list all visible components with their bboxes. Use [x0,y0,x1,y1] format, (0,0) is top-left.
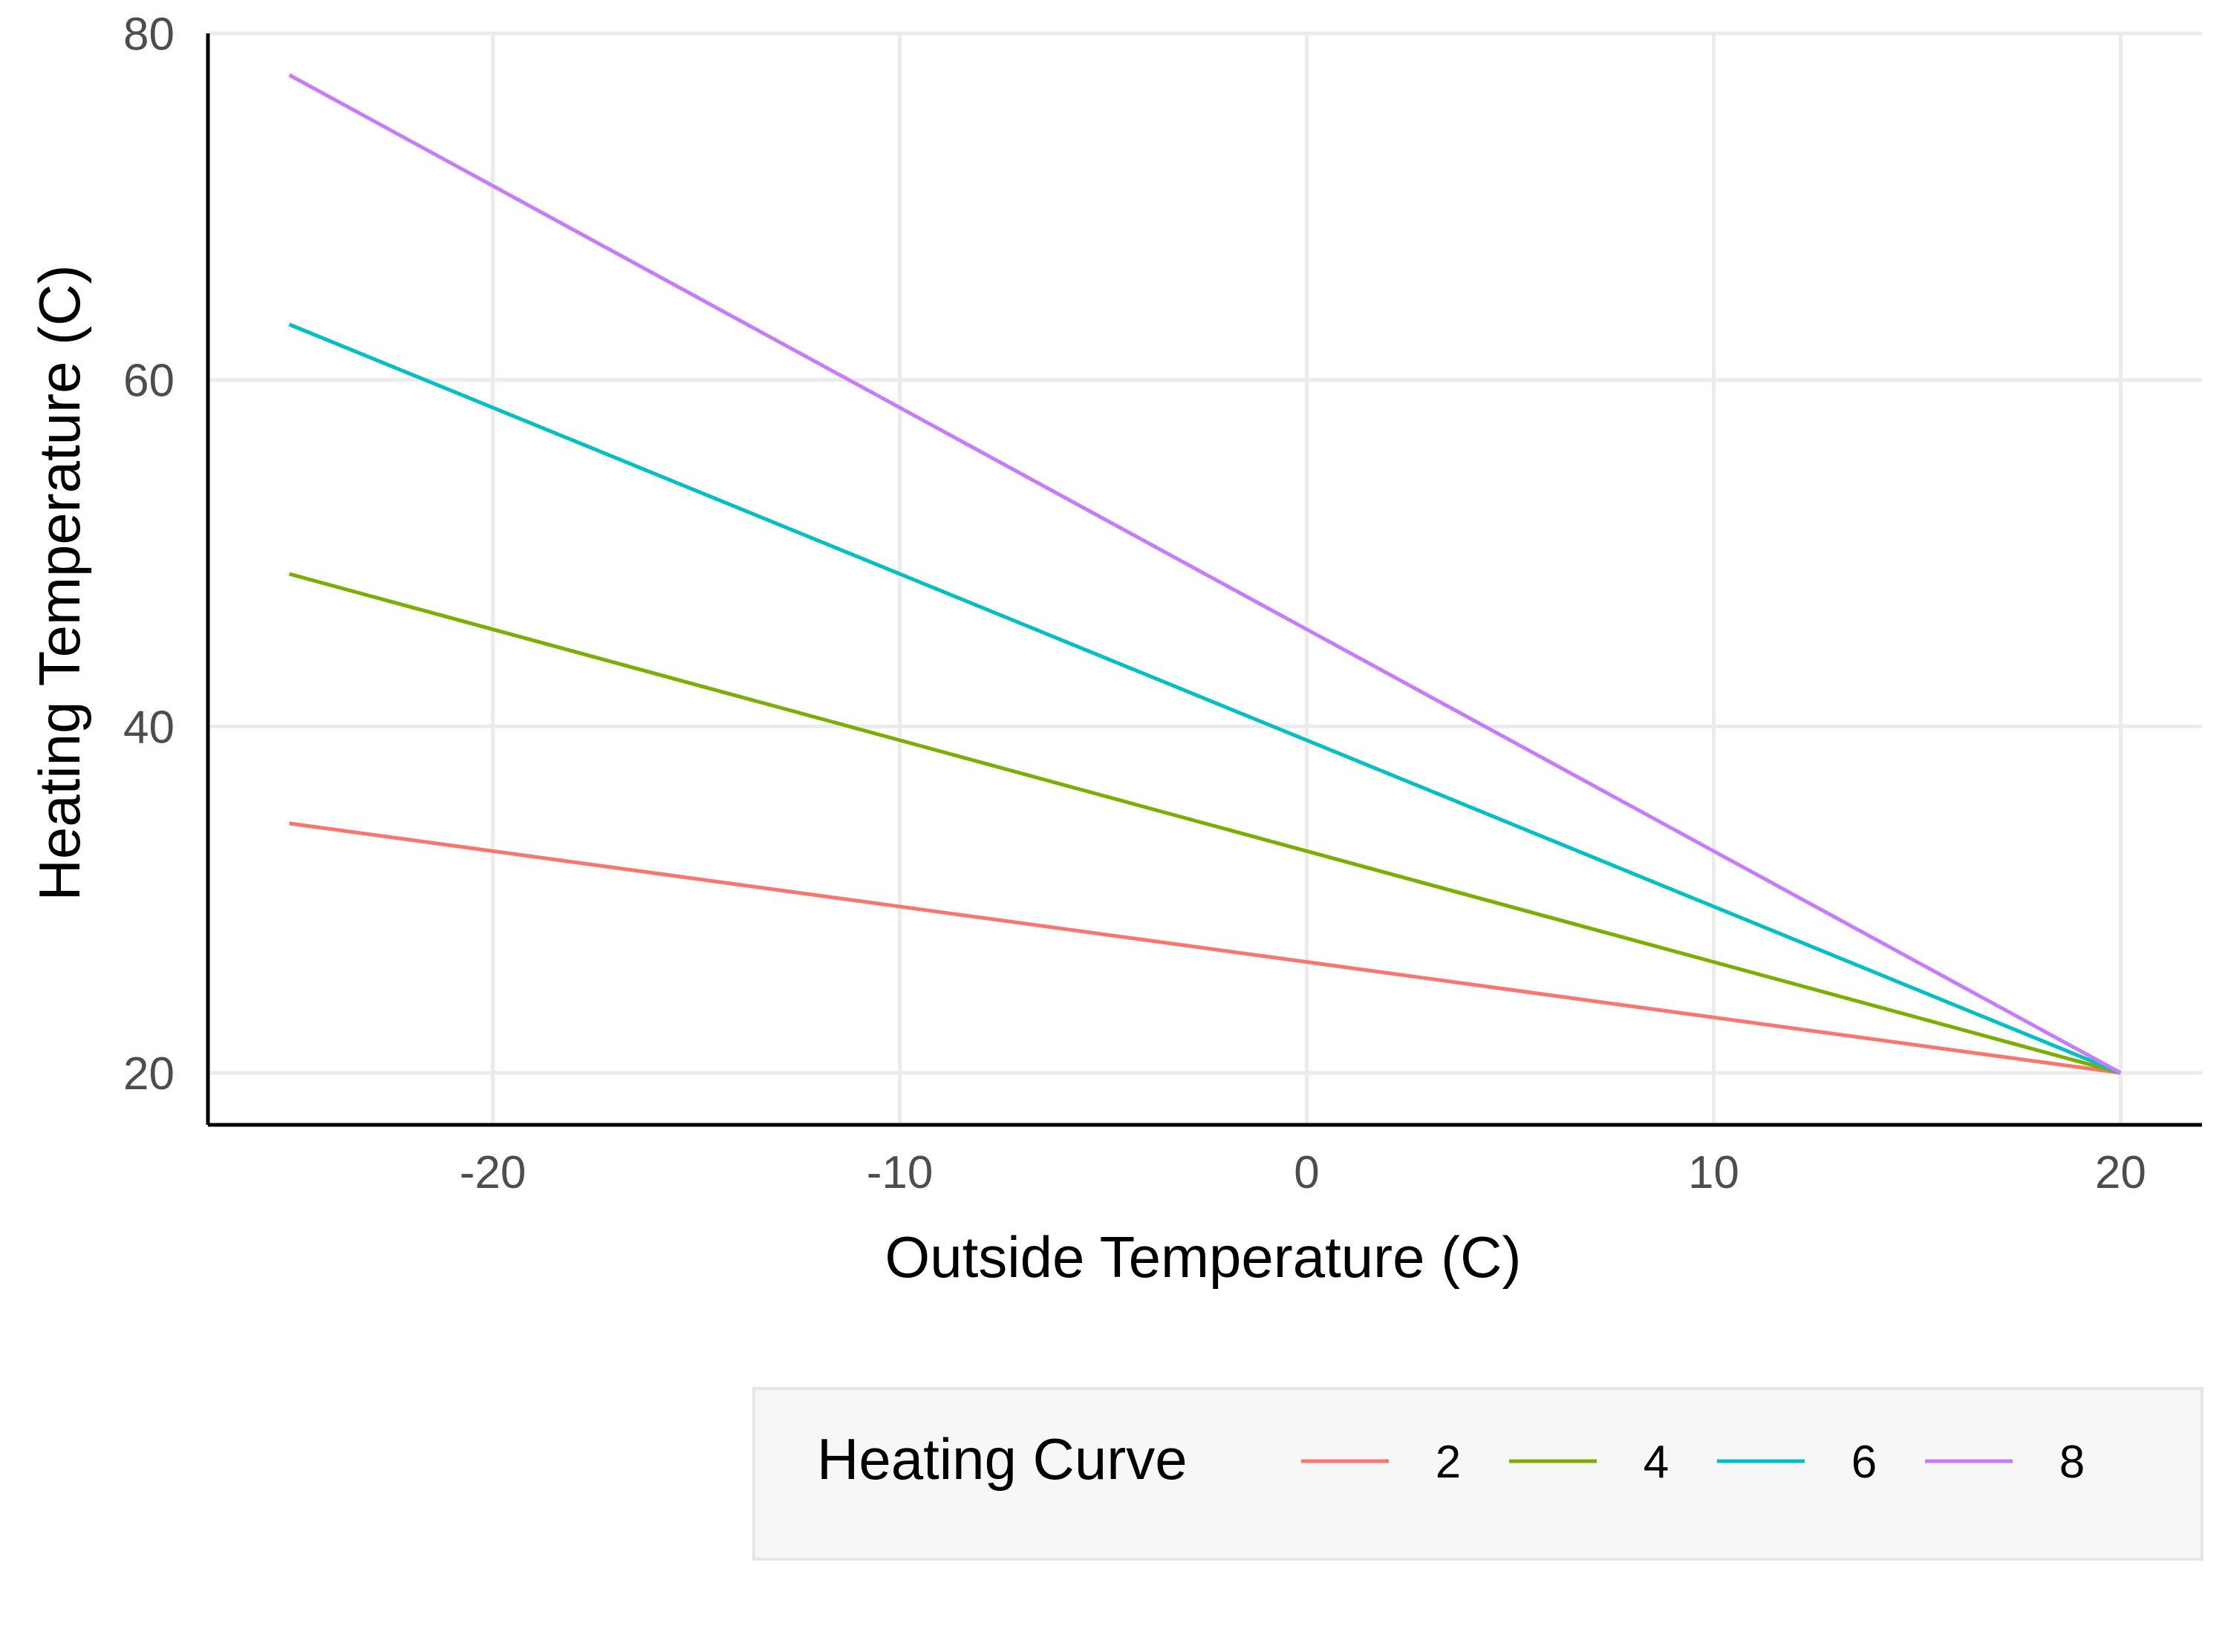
legend-label: 8 [2059,1437,2085,1488]
x-tick-label: 20 [2095,1147,2146,1198]
axes [206,33,2202,1127]
series-line-8 [288,73,2122,1075]
x-tick-label: 0 [1294,1147,1319,1198]
legend-label: 2 [1436,1437,1461,1488]
x-axis-title: Outside Temperature (C) [885,1224,1522,1290]
legend-item: 4 [1509,1437,1669,1488]
series-line-2 [289,821,2121,1075]
series-line-6 [288,322,2122,1075]
y-tick-label: 40 [123,702,175,753]
y-tick-label: 80 [123,9,175,60]
series-line-4 [288,572,2122,1075]
legend-label: 4 [1644,1437,1669,1488]
legend-item: 8 [1925,1437,2085,1488]
legend-box [752,1387,2203,1561]
legend-title: Heating Curve [817,1426,1188,1492]
y-tick-labels: 20 40 60 80 [123,9,175,1100]
series-lines [288,73,2122,1075]
grid-lines [208,31,2202,1125]
legend: Heating Curve 2 4 6 8 [752,1387,2203,1561]
y-tick-label: 60 [123,356,175,407]
legend-item: 6 [1717,1437,1877,1488]
legend-label: 6 [1851,1437,1877,1488]
y-axis-title: Heating Temperature (C) [27,265,92,901]
x-tick-label: -10 [867,1147,934,1198]
x-tick-label: -20 [460,1147,527,1198]
x-tick-labels: -20 -10 0 10 20 [460,1147,2146,1198]
legend-items: 2 4 6 8 [1301,1437,2085,1488]
x-tick-label: 10 [1688,1147,1739,1198]
y-tick-label: 20 [123,1048,175,1100]
legend-item: 2 [1301,1437,1461,1488]
